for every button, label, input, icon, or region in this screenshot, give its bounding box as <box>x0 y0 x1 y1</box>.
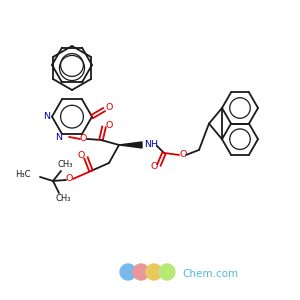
Text: H₃C: H₃C <box>16 170 31 179</box>
Polygon shape <box>119 142 142 148</box>
Text: N: N <box>56 134 62 142</box>
Text: Chem.com: Chem.com <box>182 269 238 279</box>
Text: O: O <box>105 122 113 130</box>
Circle shape <box>133 264 149 280</box>
Text: O: O <box>65 175 73 184</box>
Text: N: N <box>44 112 50 121</box>
Text: O: O <box>77 152 85 160</box>
Circle shape <box>159 264 175 280</box>
Text: O: O <box>105 103 113 112</box>
Text: O: O <box>150 163 158 172</box>
Text: O: O <box>179 151 187 160</box>
Text: O: O <box>79 134 87 143</box>
Text: CH₃: CH₃ <box>55 194 71 203</box>
Text: NH: NH <box>144 140 158 149</box>
Circle shape <box>146 264 162 280</box>
Circle shape <box>120 264 136 280</box>
Text: CH₃: CH₃ <box>57 160 73 169</box>
